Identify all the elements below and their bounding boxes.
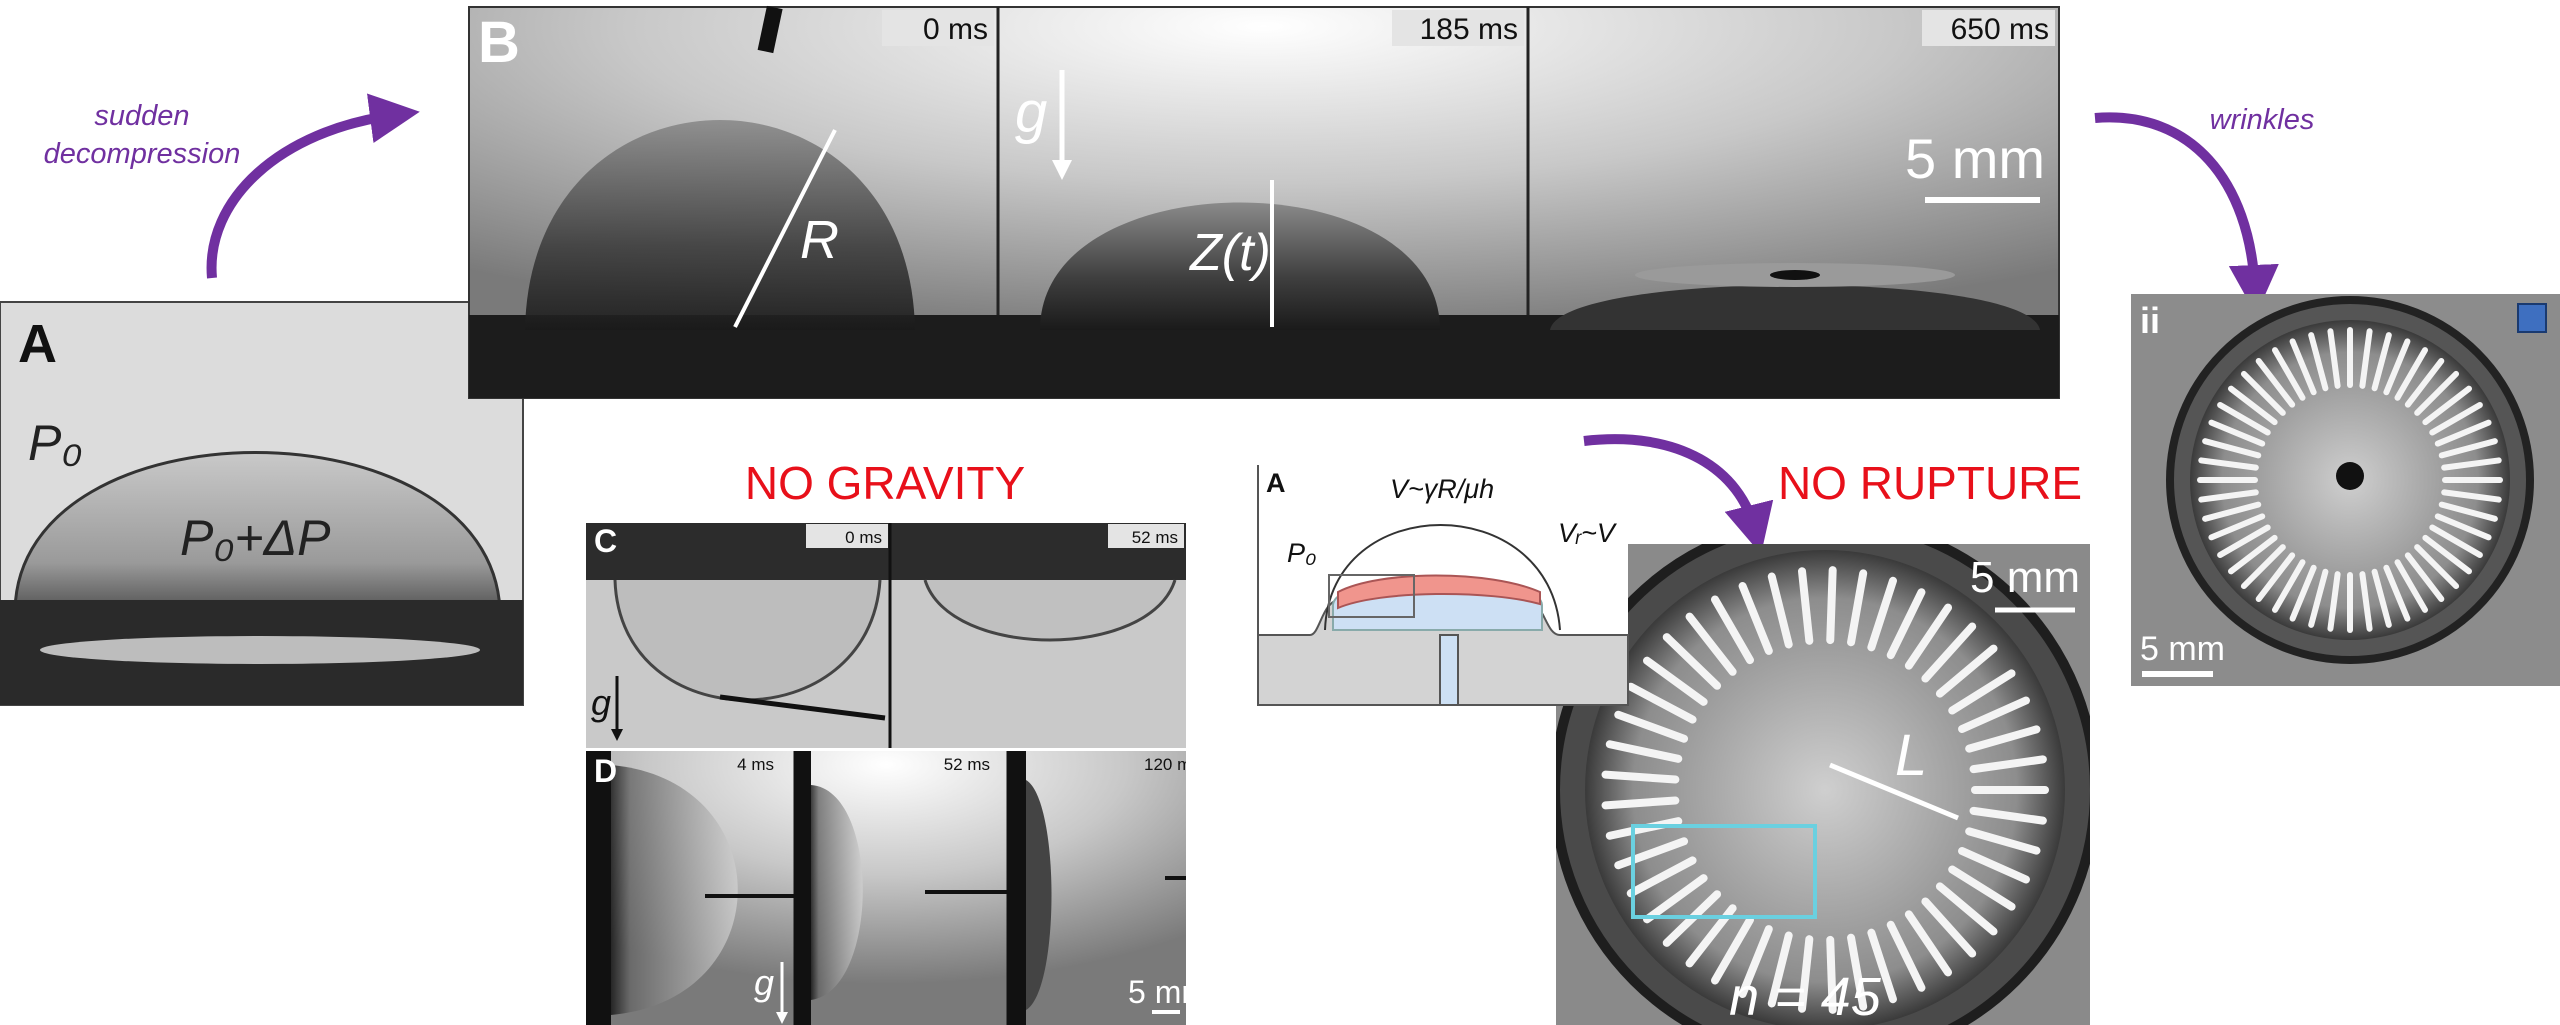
panel-b: 0 ms 185 ms 650 ms B R Z(t) g 5 mm <box>469 6 2059 398</box>
outlet <box>1440 635 1458 705</box>
label: P₀ <box>28 415 82 471</box>
wrinkle <box>1830 570 1832 640</box>
label: n = 45 <box>1729 967 1882 1025</box>
annotation: sudden <box>94 100 189 132</box>
heading: NO RUPTURE <box>1778 457 2082 509</box>
wrinkle-panel: 5 mm L n = 45 <box>1555 520 2095 1025</box>
panel-label: A <box>18 314 57 374</box>
time-label: 52 ms <box>944 755 990 774</box>
panel-label: D <box>594 753 617 789</box>
label: g <box>754 962 774 1003</box>
substrate <box>1008 751 1026 1025</box>
annotation: decompression <box>44 138 241 170</box>
panel-label: A <box>1266 468 1286 498</box>
label: Vᵣ~V <box>1558 518 1618 548</box>
label: P₀+ΔP <box>180 510 331 566</box>
label: Z(t) <box>1188 224 1271 282</box>
panel-ii: ii 5 mm <box>2131 294 2560 686</box>
arrow <box>2095 117 2255 290</box>
scale-label: 5 mm <box>1905 127 2045 190</box>
time-label: 4 ms <box>737 755 774 774</box>
panel-label: B <box>478 10 520 75</box>
label: R <box>800 210 839 270</box>
panel-label: ii <box>2140 300 2160 341</box>
figure: sudden decompression wrinkles NO GRAVITY… <box>0 0 2560 1025</box>
scale-label: 5 mm <box>1128 974 1208 1010</box>
time-label: 52 ms <box>1132 528 1178 547</box>
panel-c: 0 ms 52 ms C g <box>586 523 1186 748</box>
page: Figure {"annotations": {"decompression":… <box>0 0 2560 1025</box>
panel-label: C <box>594 523 617 559</box>
hole <box>1770 270 1820 280</box>
wrinkle <box>1606 800 1676 805</box>
time-label: 120 ms <box>1144 755 1200 774</box>
scale-label: 5 mm <box>2140 630 2225 668</box>
time-label: 185 ms <box>1420 13 1518 46</box>
panel-a: A P₀ P₀+ΔP <box>0 302 523 705</box>
substrate <box>586 751 611 1025</box>
reflection <box>40 636 480 664</box>
label: V~γR/μh <box>1390 474 1494 504</box>
wrinkle <box>1606 775 1676 780</box>
time-label: 650 ms <box>1951 13 2049 46</box>
diagram: A V~γR/μh Vᵣ~V P₀ <box>1257 465 1628 705</box>
substrate <box>795 751 811 1025</box>
label: P₀ <box>1287 538 1316 568</box>
marker-square <box>2518 304 2546 332</box>
scale-label: 5 mm <box>1970 553 2080 602</box>
heading: NO GRAVITY <box>745 457 1025 509</box>
hole <box>2336 462 2364 490</box>
label: g <box>1015 80 1047 145</box>
time-label: 0 ms <box>845 528 882 547</box>
annotation: wrinkles <box>2210 104 2315 136</box>
time-label: 0 ms <box>923 13 988 46</box>
label: L <box>1895 723 1927 788</box>
label: g <box>591 682 611 723</box>
body: sudden decompression wrinkles NO GRAVITY… <box>0 0 2560 1025</box>
panel-d: 4 ms 52 ms 120 ms D g 5 mm <box>586 751 1208 1025</box>
